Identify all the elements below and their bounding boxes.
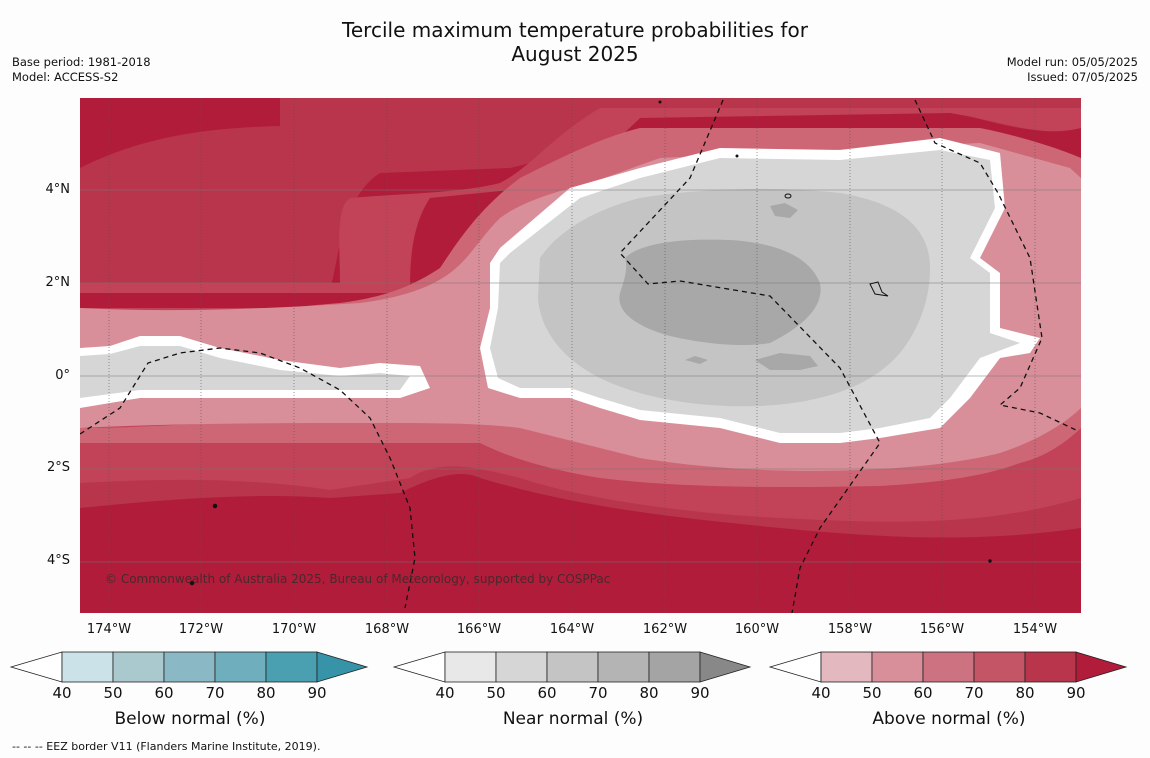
near-normal-70 [619,203,821,370]
issued-date: Issued: 07/05/2025 [1027,70,1138,84]
title-line-2: August 2025 [511,42,639,66]
colorbar-cell [1024,651,1077,683]
meta-right: Model run: 05/05/2025 Issued: 07/05/2025 [1007,55,1138,85]
colorbar-cell [597,651,650,683]
near-tick-70: 70 [588,684,608,702]
colorbar-near-normal [393,651,752,683]
colorbar-cell [265,651,318,683]
lat-label-4s: 4°S [46,553,70,568]
colorbar-max-arrow [699,651,752,683]
colorbar-cell [922,651,975,683]
above-tick-50: 50 [862,684,882,702]
lon-label-160w: 160°W [734,622,780,637]
title-line-1: Tercile maximum temperature probabilitie… [342,18,808,42]
colorbar-min-arrow [769,651,822,683]
lon-label-158w: 158°W [827,622,873,637]
colorbar-max-arrow [316,651,369,683]
above-tick-70: 70 [964,684,984,702]
below-tick-40: 40 [52,684,72,702]
colorbar-cell [163,651,216,683]
colorbar-near-title: Near normal (%) [502,709,644,729]
lon-label-164w: 164°W [549,622,595,637]
near-tick-80: 80 [639,684,659,702]
colorbar-cell [820,651,873,683]
below-tick-80: 80 [256,684,276,702]
above-tick-90: 90 [1066,684,1086,702]
below-tick-60: 60 [154,684,174,702]
above-tick-80: 80 [1015,684,1035,702]
lat-label-4n: 4°N [45,182,71,197]
colorbar-min-arrow [393,651,446,683]
colorbar-min-arrow [10,651,63,683]
colorbar-cell [214,651,267,683]
colorbar-cell [546,651,599,683]
colorbar-below-title: Below normal (%) [114,709,266,729]
lon-label-166w: 166°W [456,622,502,637]
lon-label-170w: 170°W [271,622,317,637]
below-tick-50: 50 [103,684,123,702]
colorbar-cell [495,651,548,683]
lat-label-0: 0° [55,368,70,383]
islands [189,100,992,586]
lat-label-2n: 2°N [45,275,71,290]
map-title: Tercile maximum temperature probabilitie… [0,18,1150,66]
colorbar-cell [444,651,497,683]
map-svg [80,98,1081,613]
model-name: Model: ACCESS-S2 [12,70,119,84]
above-tick-40: 40 [811,684,831,702]
lon-label-168w: 168°W [364,622,410,637]
colorbar-above-normal [769,651,1128,683]
near-tick-90: 90 [690,684,710,702]
colorbar-cell [61,651,114,683]
near-tick-50: 50 [486,684,506,702]
lat-label-2s: 2°S [46,460,70,475]
base-period: Base period: 1981-2018 [12,55,151,69]
near-tick-60: 60 [537,684,557,702]
eez-borders [80,99,1079,613]
colorbar-cell [648,651,701,683]
probability-map [80,98,1081,613]
copyright-text: © Commonwealth of Australia 2025, Bureau… [105,572,611,586]
eez-footnote: -- -- -- EEZ border V11 (Flanders Marine… [12,740,321,753]
colorbar-cell [112,651,165,683]
meta-left: Base period: 1981-2018 Model: ACCESS-S2 [12,55,151,85]
colorbar-above-title: Above normal (%) [872,709,1026,729]
lon-label-172w: 172°W [178,622,224,637]
meridians [108,98,1036,613]
gridlines [80,189,1081,563]
lon-label-174w: 174°W [86,622,132,637]
model-run: Model run: 05/05/2025 [1006,55,1138,69]
below-tick-70: 70 [205,684,225,702]
colorbar-cell [973,651,1026,683]
lon-label-154w: 154°W [1012,622,1058,637]
near-tick-40: 40 [435,684,455,702]
colorbar-max-arrow [1075,651,1128,683]
colorbar-cell [871,651,924,683]
above-tick-60: 60 [913,684,933,702]
colorbar-below-normal [10,651,369,683]
below-tick-90: 90 [307,684,327,702]
lon-label-162w: 162°W [642,622,688,637]
lon-label-156w: 156°W [919,622,965,637]
